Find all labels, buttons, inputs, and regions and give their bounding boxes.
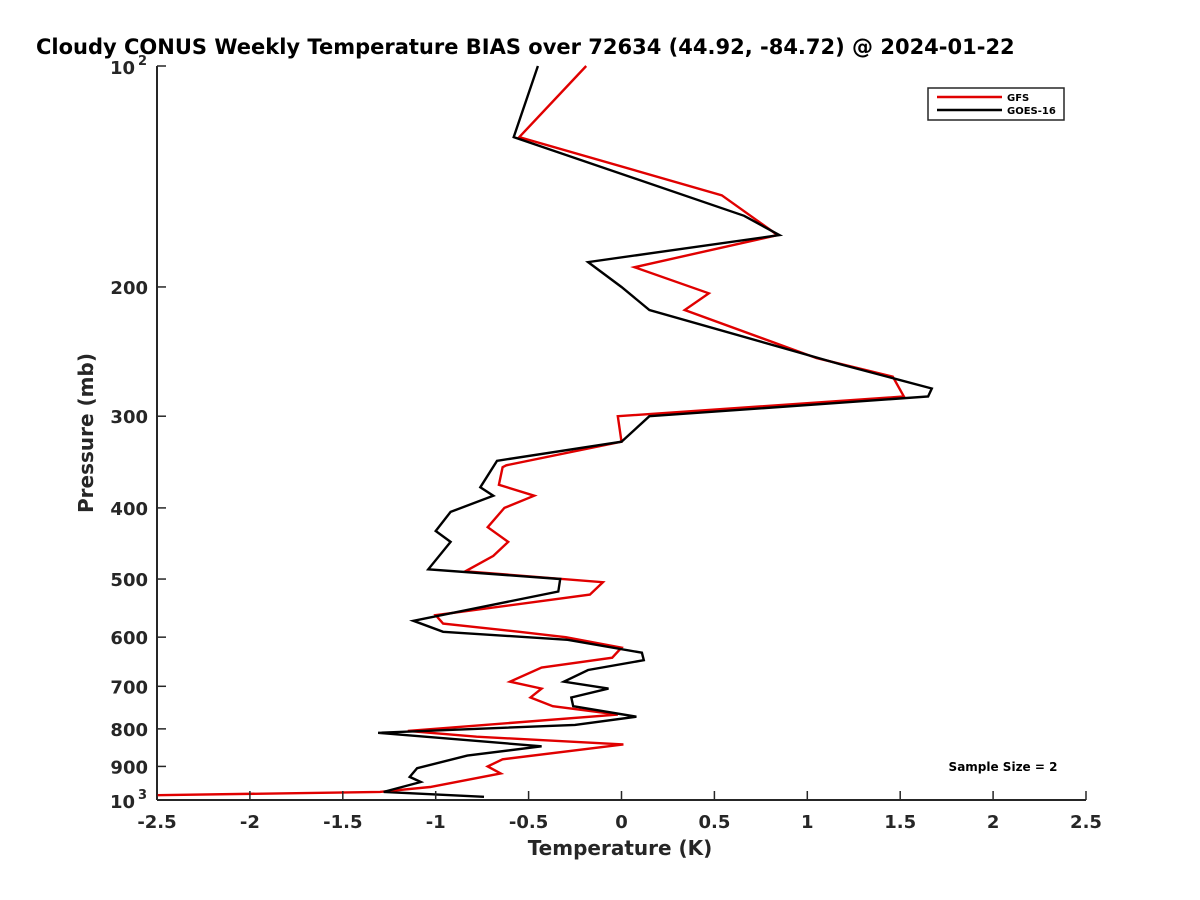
y-tick-label: 200 [110,278,148,299]
series-line-goes-16 [378,65,934,798]
y-tick-label: 300 [110,407,148,428]
y-tick-label: 900 [110,757,148,778]
x-tick-label: 1.5 [884,812,916,833]
x-tick-label: -2 [240,812,260,833]
y-tick-label-top-exponent: 2 [138,54,147,69]
x-ticks: -2.5 -2 -1.5 -1 -0.5 0 0.5 1 1.5 2 2.5 [137,791,1102,833]
y-tick-label: 700 [110,677,148,698]
x-tick-label: -1 [426,812,446,833]
legend-label: GOES-16 [1007,106,1056,117]
y-tick-label: 500 [110,570,148,591]
x-tick-label: 1 [801,812,814,833]
x-tick-label: 2.5 [1070,812,1102,833]
legend: GFS GOES-16 [927,87,1065,121]
y-tick-label: 400 [110,499,148,520]
y-tick-label: 600 [110,628,148,649]
y-tick-label-top: 10 [110,58,135,79]
x-tick-label: -0.5 [509,812,548,833]
series-layer [156,65,934,798]
y-tick-label-bottom: 10 [110,792,135,813]
y-axis-label: Pressure (mb) [74,353,98,513]
x-axis-label: Temperature (K) [528,836,713,860]
x-tick-label: -1.5 [323,812,362,833]
chart-title: Cloudy CONUS Weekly Temperature BIAS ove… [36,35,1015,59]
x-tick-label: 0 [615,812,628,833]
x-tick-label: 0.5 [698,812,730,833]
legend-label: GFS [1007,93,1029,104]
legend-box [927,87,1065,121]
sample-size-annotation: Sample Size = 2 [949,760,1058,774]
x-tick-label: 2 [987,812,1000,833]
x-tick-label: -2.5 [137,812,176,833]
plot-area: -2.5 -2 -1.5 -1 -0.5 0 0.5 1 1.5 2 2.5 200 300 400 50… [110,54,1102,833]
y-tick-label: 800 [110,720,148,741]
y-tick-label-bottom-exponent: 3 [138,788,147,803]
